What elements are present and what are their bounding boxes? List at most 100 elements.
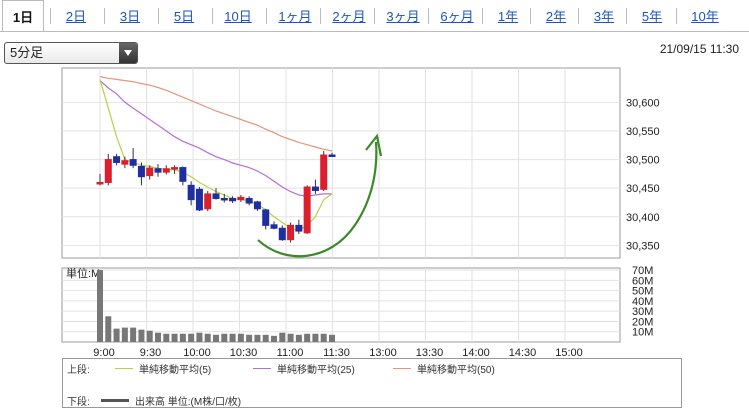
candle-body [137,165,145,178]
tab-separator [428,8,429,24]
tab-separator [676,8,677,24]
candle-body [311,186,319,191]
legend-box: 上段: 単純移動平均(5) 単純移動平均(25) 単純移動平均(50) 下段: … [62,358,682,408]
annotation-arrow-head [365,133,383,157]
tab-10[interactable]: 2年 [545,9,567,24]
candle-body [113,156,121,163]
time-tick-label: 11:00 [277,347,304,359]
volume-tick-label: 50M [632,286,653,298]
volume-bar [179,333,186,342]
volume-bar [262,334,269,342]
time-tick-label: 9:30 [140,347,161,359]
candle-body [195,188,203,211]
time-tick-label: 9:00 [93,347,114,359]
volume-bar [155,332,161,342]
volume-tick-label: 10M [632,327,653,339]
volume-bar [105,316,112,342]
tab-separator [530,8,531,24]
volume-tick-label: 70M [632,265,653,277]
time-tick-label: 13:00 [369,347,397,359]
legend-lower-label: 下段: [67,397,90,408]
ma25-line [99,80,332,197]
candle-body [154,168,162,173]
tab-9[interactable]: 1年 [497,9,519,24]
candle-body [262,209,270,226]
tab-11[interactable]: 3年 [593,9,615,24]
chevron-down-icon[interactable] [119,43,137,63]
candle-body [278,227,286,241]
tab-separator [626,8,627,24]
volume-bar [221,333,228,342]
candle-body [320,154,328,190]
upper-plot-area [61,67,621,259]
candle-body [179,167,187,182]
price-tick-label: 30,450 [626,183,660,195]
volume-bar [237,333,244,342]
tab-separator [482,8,483,24]
candle-body [162,168,170,173]
tab-separator [104,8,105,24]
tab-separator [320,8,321,24]
candle-body [121,160,129,165]
tab-1[interactable]: 2日 [65,9,87,24]
volume-bar [97,270,103,342]
tab-0[interactable]: 1日 [2,0,44,32]
ma50-legend-line [393,368,411,369]
tab-separator [50,8,51,24]
volume-bar [279,332,286,342]
tab-separator [578,8,579,24]
price-tick-label: 30,400 [626,212,660,224]
tab-4[interactable]: 10日 [224,9,252,24]
candle-body [253,201,261,210]
tab-separator [266,8,267,24]
volume-plot-area [61,267,621,343]
volume-bar [171,333,178,342]
tab-2[interactable]: 3日 [119,9,141,24]
volume-tick-label: 30M [632,306,653,318]
volume-bar [295,334,302,342]
volume-legend-line [101,399,129,402]
tab-5[interactable]: 1ヶ月 [278,9,312,24]
price-tick-label: 30,500 [626,155,660,167]
price-tick-label: 30,350 [626,240,660,252]
ma25-legend-line [253,368,271,369]
volume-tick-label: 40M [632,296,653,308]
volume-bar [271,335,277,342]
volume-bar [130,327,137,342]
tab-8[interactable]: 6ヶ月 [440,9,474,24]
tab-7[interactable]: 3ヶ月 [386,9,420,24]
volume-bar [163,333,170,342]
candle-body [220,197,228,201]
candle-body [187,184,195,201]
volume-bar [329,334,335,342]
candle-body [229,197,237,202]
price-tick-label: 30,550 [626,126,660,138]
volume-bar [121,327,128,342]
tab-13[interactable]: 10年 [691,9,719,24]
ma50-legend-label: 単純移動平均(50) [417,365,495,376]
volume-bar [188,333,195,342]
time-tick-label: 10:30 [230,347,258,359]
volume-bar [312,333,319,342]
volume-unit-label: 単位:M [66,266,100,280]
candle-body [204,193,212,210]
volume-tick-label: 60M [632,275,653,287]
volume-bar [146,330,153,342]
candle-body [295,224,303,232]
legend-upper-label: 上段: [67,365,90,376]
volume-bar [213,334,219,342]
tab-6[interactable]: 2ヶ月 [332,9,366,24]
candle-body [245,197,253,204]
candle-body [287,224,295,241]
tab-12[interactable]: 5年 [641,9,663,24]
time-tick-label: 10:00 [183,347,211,359]
volume-bar [113,328,120,342]
time-tick-label: 11:30 [323,347,350,359]
candle-body [129,159,137,166]
time-tick-label: 15:00 [555,347,583,359]
tab-3[interactable]: 5日 [173,9,195,24]
tab-separator [374,8,375,24]
candle-body [328,154,336,157]
interval-select[interactable]: 5分足 [4,42,138,64]
